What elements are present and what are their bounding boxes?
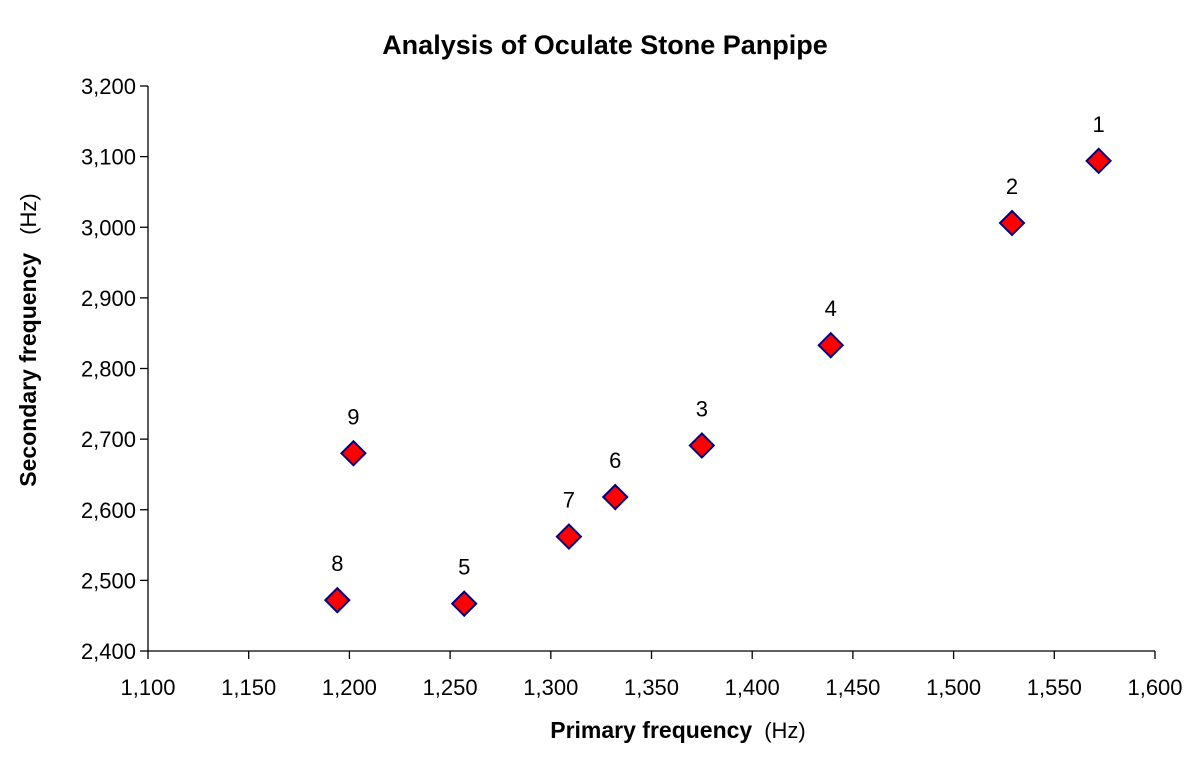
data-points: 1 2 3 4 5 6 7 8 9	[323, 112, 1113, 618]
y-tick-label: 2,400	[81, 639, 136, 664]
y-tick-label: 2,700	[81, 427, 136, 452]
x-tick-label: 1,600	[1127, 675, 1182, 700]
data-point-marker	[450, 590, 478, 618]
y-tick-label: 2,600	[81, 498, 136, 523]
y-axis-unit: (Hz)	[16, 193, 41, 235]
y-tick-label: 2,500	[81, 568, 136, 593]
data-point-label: 3	[696, 396, 708, 421]
data-point-label: 8	[331, 551, 343, 576]
data-point-marker	[340, 439, 367, 467]
x-tick-label: 1,550	[1027, 675, 1082, 700]
x-tick-label: 1,250	[423, 675, 478, 700]
y-tick-label: 3,000	[81, 215, 136, 240]
y-tick-label: 2,900	[81, 286, 136, 311]
y-tick-label: 2,800	[81, 357, 136, 382]
y-ticks: 2,400 2,500 2,600 2,700 2,800 2,900 3,000 3,100…	[81, 74, 148, 664]
data-point-marker	[1085, 147, 1113, 175]
y-tick-label: 3,100	[81, 145, 136, 170]
y-axis-label: Secondary frequency (Hz)	[15, 193, 41, 486]
x-tick-label: 1,100	[120, 675, 175, 700]
data-point-marker	[601, 483, 629, 511]
data-point-marker	[998, 209, 1026, 237]
x-tick-label: 1,300	[523, 675, 578, 700]
x-axis-label: Primary frequency (Hz)	[550, 717, 806, 743]
data-point-label: 9	[347, 404, 359, 429]
x-ticks: 1,100 1,150 1,200 1,250 1,300 1,350 1,400 1,450…	[120, 651, 1183, 700]
data-point-marker	[688, 432, 716, 459]
x-tick-label: 1,400	[725, 675, 780, 700]
x-tick-label: 1,350	[624, 675, 679, 700]
chart-title: Analysis of Oculate Stone Panpipe	[382, 30, 828, 60]
x-tick-label: 1,450	[825, 675, 880, 700]
data-point-label: 5	[458, 555, 470, 580]
data-point-label: 7	[563, 488, 575, 513]
x-tick-label: 1,500	[926, 675, 981, 700]
data-point-label: 4	[825, 296, 837, 321]
data-point-label: 2	[1006, 174, 1018, 199]
x-axis-unit: (Hz)	[764, 718, 806, 743]
y-axis-title: Secondary frequency	[15, 253, 41, 487]
y-tick-label: 3,200	[81, 74, 136, 99]
x-tick-label: 1,200	[322, 675, 377, 700]
data-point-marker	[323, 586, 351, 614]
data-point-marker	[555, 523, 583, 551]
data-point-label: 6	[609, 448, 621, 473]
data-point-label: 1	[1092, 112, 1104, 137]
x-tick-label: 1,150	[221, 675, 276, 700]
x-axis-title: Primary frequency	[550, 717, 752, 743]
data-point-marker	[817, 331, 845, 359]
